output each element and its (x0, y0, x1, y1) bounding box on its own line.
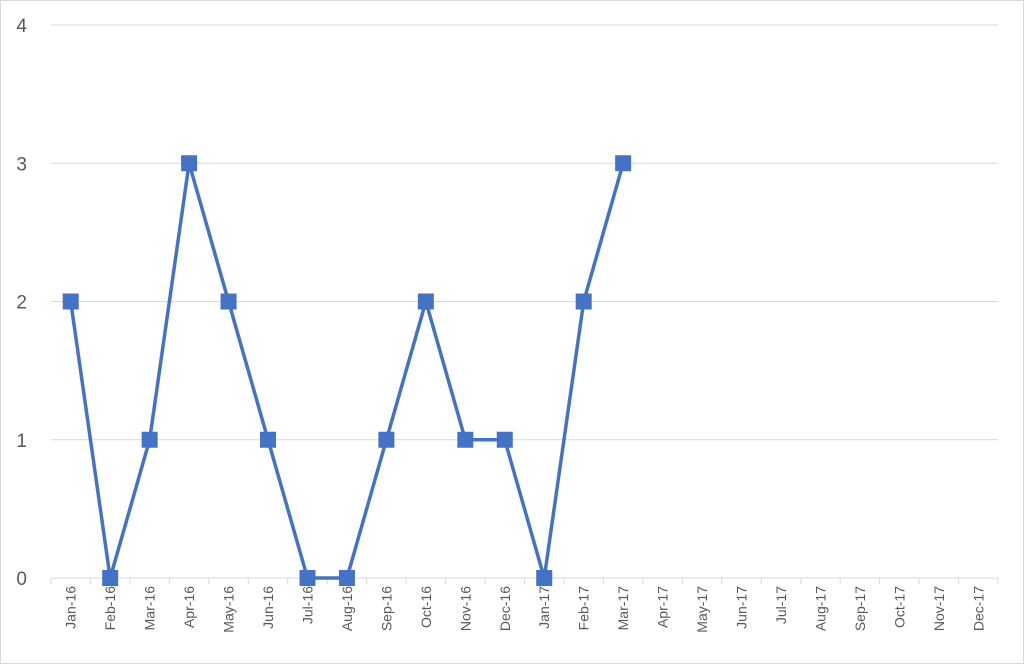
x-tick-label: Oct-16 (418, 586, 434, 628)
y-axis: 0 1 2 3 4 (16, 16, 27, 590)
x-tick-label: Nov-17 (931, 586, 947, 631)
y-tick-label: 0 (16, 569, 27, 590)
x-axis: Jan-16 Feb-16 Mar-16 Apr-16 May-16 Jun-16 Jul-… (50, 577, 999, 633)
data-point-marker (457, 431, 474, 448)
y-tick-label: 2 (16, 293, 27, 314)
x-tick-label: Jan-16 (63, 586, 79, 629)
x-tick-label: Oct-17 (891, 586, 907, 628)
x-tick-label: Jan-17 (536, 586, 552, 629)
data-point-marker (260, 431, 277, 448)
x-tick-label: Feb-17 (576, 586, 592, 631)
data-point-marker (141, 431, 158, 448)
x-tick-label: Jun-16 (260, 586, 276, 629)
data-point-marker (417, 293, 434, 310)
data-point-marker (496, 431, 513, 448)
data-point-marker (181, 155, 198, 172)
x-tick-label: May-17 (694, 586, 710, 633)
data-point-marker (536, 570, 553, 586)
x-tick-label: Feb-16 (102, 586, 118, 631)
x-tick-label: Aug-17 (812, 586, 828, 631)
data-point-marker (220, 293, 237, 310)
x-tick-label: Jun-17 (734, 586, 750, 629)
x-tick-label: Dec-17 (970, 586, 986, 631)
x-tick-label: Sep-17 (852, 586, 868, 631)
data-point-marker (338, 570, 355, 586)
data-point-marker (299, 570, 316, 586)
x-tick-label: Dec-16 (497, 586, 513, 631)
data-point-marker (102, 570, 119, 586)
series-line (68, 161, 625, 580)
x-tick-label: May-16 (221, 586, 237, 633)
x-tick-label: Apr-17 (655, 586, 671, 628)
x-tick-label: Mar-16 (142, 586, 158, 631)
y-tick-label: 4 (16, 16, 27, 37)
y-tick-label: 1 (16, 431, 27, 452)
data-point-marker (575, 293, 592, 310)
x-tick-label: Jul-17 (773, 586, 789, 624)
data-point-marker (615, 155, 632, 172)
y-tick-label: 3 (16, 154, 27, 175)
x-tick-label: Aug-16 (339, 586, 355, 631)
series-layer (62, 155, 632, 586)
data-point-marker (378, 431, 395, 448)
x-tick-label: Apr-16 (181, 586, 197, 628)
gridlines (51, 24, 998, 441)
data-point-marker (62, 293, 79, 310)
x-tick-label: Jul-16 (299, 586, 315, 624)
x-tick-label: Nov-16 (457, 586, 473, 631)
x-tick-label: Mar-17 (615, 586, 631, 631)
x-tick-label: Sep-16 (378, 586, 394, 631)
